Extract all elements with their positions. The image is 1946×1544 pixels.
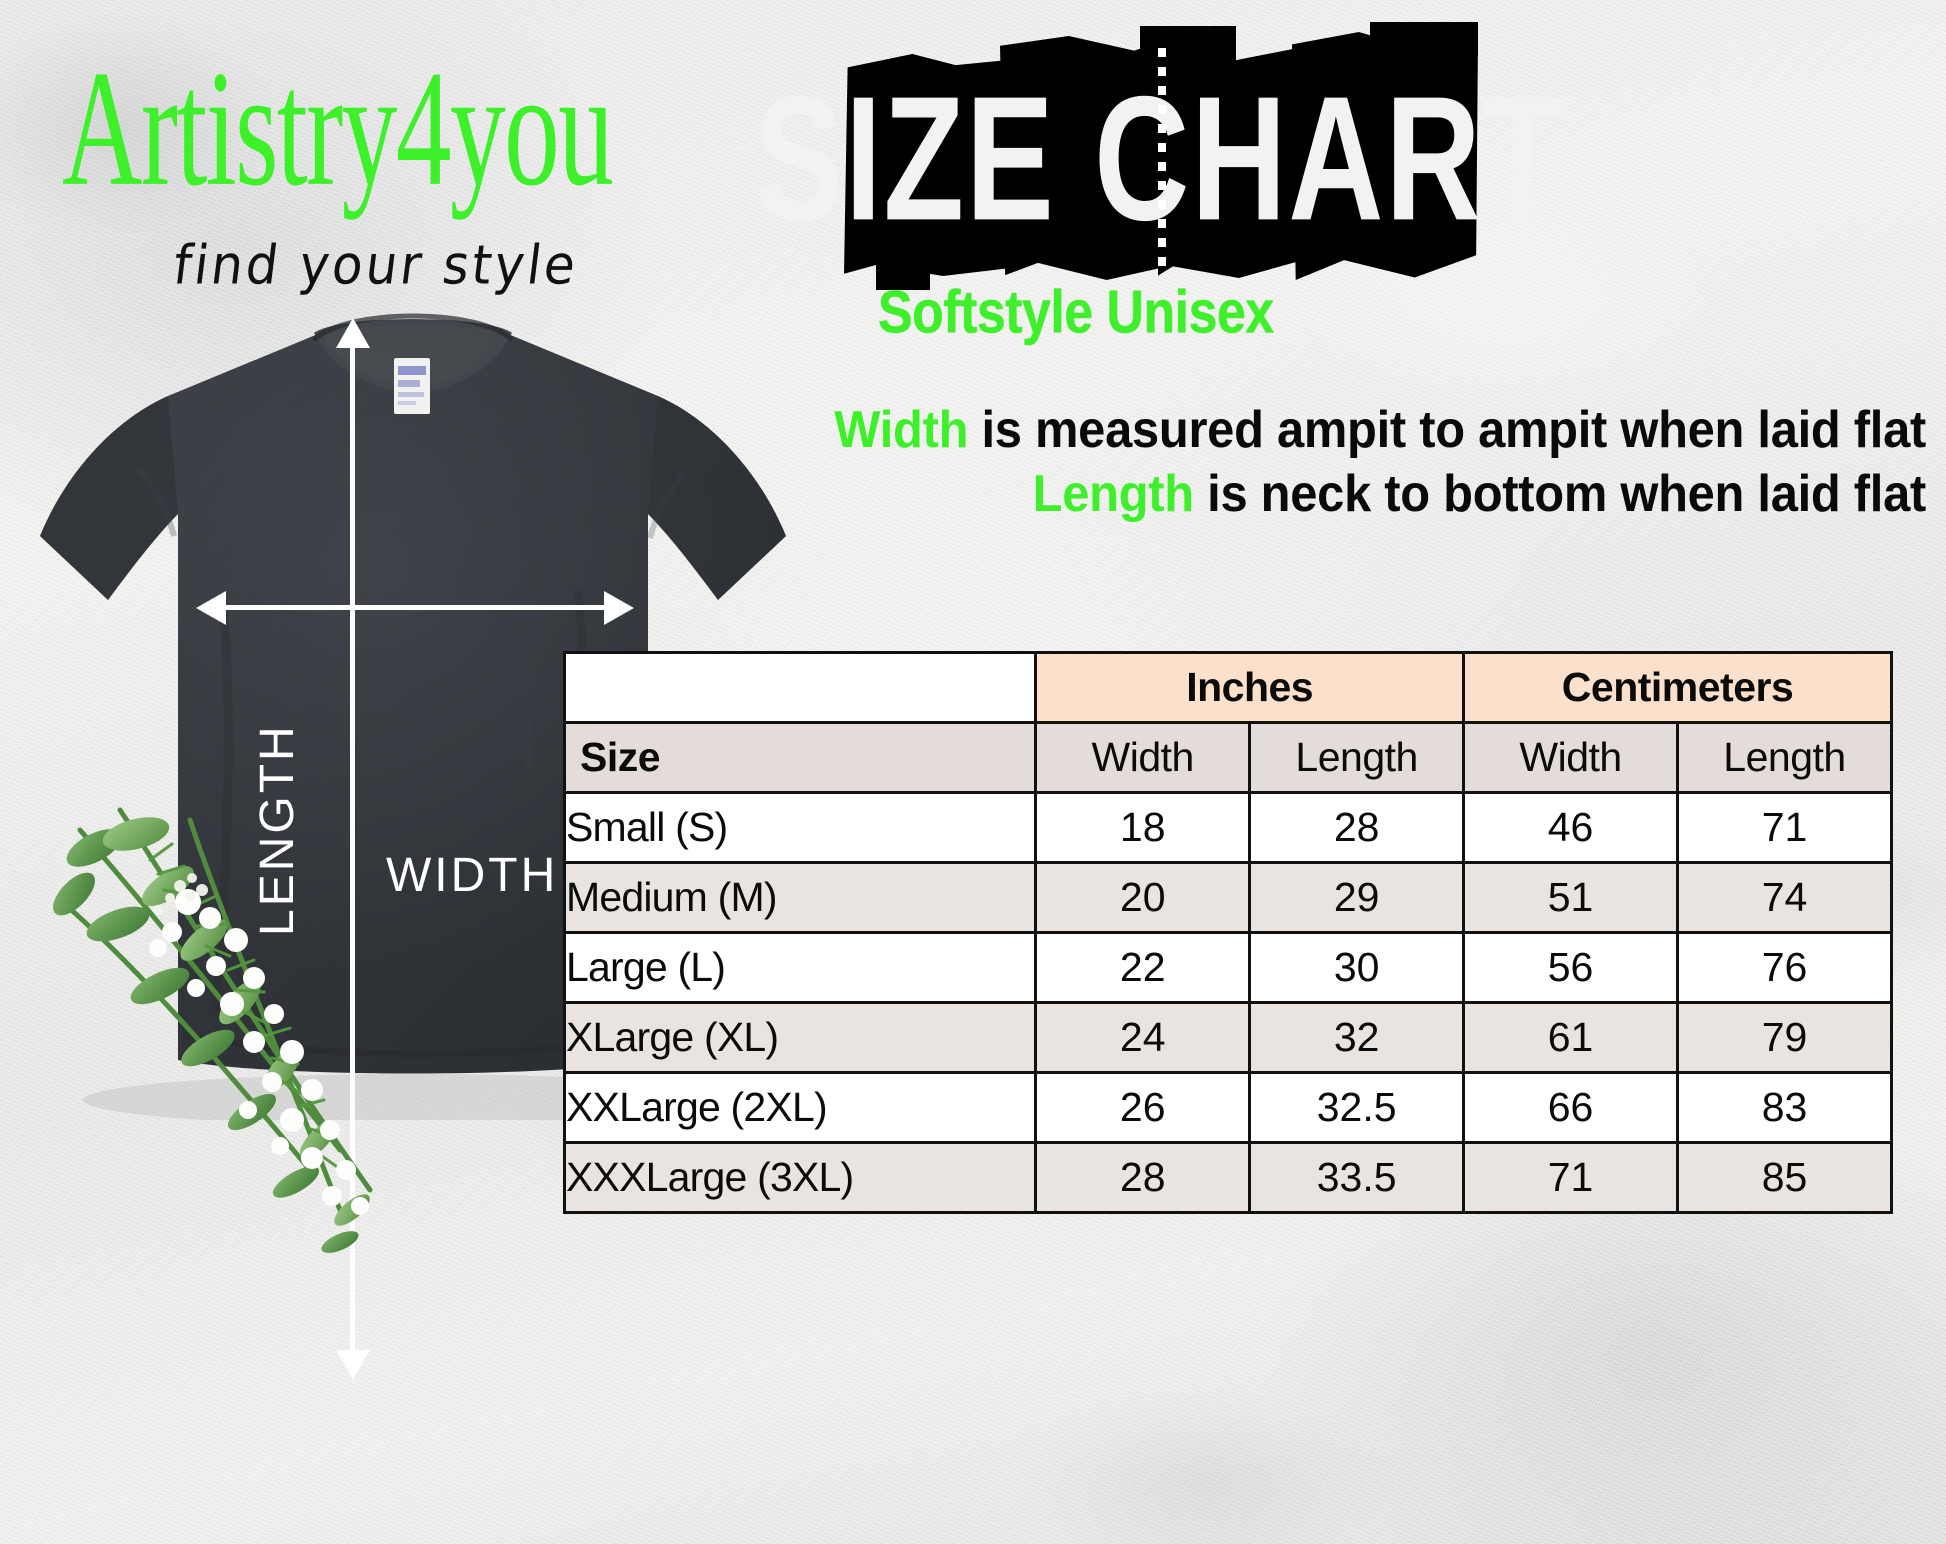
header-inches: Inches (1034, 651, 1466, 724)
size-table: Inches Centimeters Size Width Length Wid… (562, 651, 1893, 1214)
cell-cm-length: 79 (1676, 1001, 1893, 1074)
measurement-instructions: Width is measured ampit to ampit when la… (596, 398, 1926, 526)
cell-cm-length: 76 (1676, 931, 1893, 1004)
grunge-dotted-divider (1158, 48, 1166, 274)
cell-in-length: 32.5 (1248, 1071, 1466, 1144)
size-chart-banner: SIZE CHART (755, 22, 1563, 294)
table-row: XXXLarge (3XL) 28 33.5 71 85 (562, 1141, 1893, 1214)
table-column-header-row: Size Width Length Width Length (562, 721, 1893, 794)
cell-in-width: 26 (1034, 1071, 1252, 1144)
neck-tag (394, 358, 430, 414)
grunge-block (844, 54, 1024, 276)
cell-size: Small (S) (562, 791, 1038, 864)
cell-in-length: 29 (1248, 861, 1466, 934)
cell-in-width: 18 (1034, 791, 1252, 864)
header-in-length: Length (1248, 721, 1466, 794)
table-row: Small (S) 18 28 46 71 (562, 791, 1893, 864)
cell-in-length: 30 (1248, 931, 1466, 1004)
cell-in-width: 20 (1034, 861, 1252, 934)
brand-tagline: find your style (170, 233, 582, 297)
cell-size: XXXLarge (3XL) (562, 1141, 1038, 1214)
cell-cm-width: 66 (1462, 1071, 1680, 1144)
grunge-block (1140, 26, 1236, 66)
size-chart-subtitle: Softstyle Unisex (878, 278, 1274, 346)
cell-cm-length: 74 (1676, 861, 1893, 934)
cell-cm-width: 56 (1462, 931, 1680, 1004)
cell-size: Large (L) (562, 931, 1038, 1004)
instruction-width-key: Width (834, 401, 969, 459)
grunge-block (1158, 46, 1308, 278)
cell-cm-length: 71 (1676, 791, 1893, 864)
cell-size: XLarge (XL) (562, 1001, 1038, 1074)
instruction-length-key: Length (1032, 465, 1194, 523)
header-in-width: Width (1034, 721, 1252, 794)
cell-cm-width: 51 (1462, 861, 1680, 934)
cell-cm-width: 71 (1462, 1141, 1680, 1214)
instruction-length: Length is neck to bottom when laid flat (676, 462, 1927, 526)
grunge-block (1370, 22, 1478, 56)
instruction-width-text: is measured ampit to ampit when laid fla… (968, 401, 1926, 459)
cell-size: XXLarge (2XL) (562, 1071, 1038, 1144)
instruction-length-text: is neck to bottom when laid flat (1193, 465, 1926, 523)
flower-decoration (40, 790, 470, 1260)
cell-in-width: 22 (1034, 931, 1252, 1004)
cell-cm-length: 83 (1676, 1071, 1893, 1144)
table-row: XXLarge (2XL) 26 32.5 66 83 (562, 1071, 1893, 1144)
cell-in-width: 28 (1034, 1141, 1252, 1214)
table-row: Medium (M) 20 29 51 74 (562, 861, 1893, 934)
cell-in-length: 33.5 (1248, 1141, 1466, 1214)
cell-size: Medium (M) (562, 861, 1038, 934)
size-table-container: Inches Centimeters Size Width Length Wid… (562, 651, 1893, 1214)
instruction-width: Width is measured ampit to ampit when la… (676, 398, 1926, 462)
cell-in-width: 24 (1034, 1001, 1252, 1074)
table-row: Large (L) 22 30 56 76 (562, 931, 1893, 1004)
header-size: Size (562, 721, 1038, 794)
brand-name: Artistry4you (62, 37, 614, 221)
table-row: XLarge (XL) 24 32 61 79 (562, 1001, 1893, 1074)
grunge-block (1292, 32, 1478, 280)
cell-in-length: 28 (1248, 791, 1466, 864)
cell-in-length: 32 (1248, 1001, 1466, 1074)
brand-logo: Artistry4you find your style (62, 37, 822, 296)
header-centimeters: Centimeters (1462, 651, 1893, 724)
cell-cm-width: 61 (1462, 1001, 1680, 1074)
cell-cm-width: 46 (1462, 791, 1680, 864)
header-cm-width: Width (1462, 721, 1680, 794)
header-blank (562, 651, 1038, 724)
cell-cm-length: 85 (1676, 1141, 1893, 1214)
grunge-block (876, 228, 930, 290)
grunge-block (1000, 36, 1172, 280)
header-cm-length: Length (1676, 721, 1893, 794)
table-group-header-row: Inches Centimeters (562, 651, 1893, 724)
